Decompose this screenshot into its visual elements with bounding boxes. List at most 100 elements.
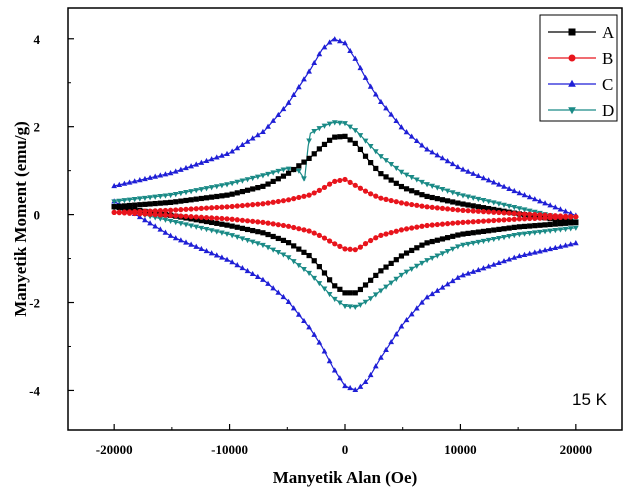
series-d-point: [490, 236, 497, 243]
series-b-point: [373, 235, 379, 241]
series-b-point: [480, 218, 487, 224]
series-d-point: [188, 223, 194, 229]
series-c-point: [193, 161, 200, 167]
series-a-point: [270, 233, 276, 240]
series-b-point: [203, 214, 210, 221]
series-a-point: [219, 193, 225, 199]
series-d-point: [208, 228, 215, 234]
series-c-point: [383, 105, 389, 111]
series-b-point: [152, 208, 158, 214]
series-a-point: [332, 283, 338, 289]
series-d-point: [172, 219, 179, 226]
series-a-point: [311, 151, 317, 157]
series-a-point: [480, 228, 487, 234]
series-b: [111, 176, 579, 253]
series-d-point: [367, 296, 374, 302]
series-b-point: [444, 221, 451, 227]
series-b-point: [568, 214, 574, 220]
series-c-point: [183, 164, 189, 171]
series-c-point: [449, 277, 456, 284]
series-c-point: [198, 159, 205, 165]
series-b-point: [321, 184, 328, 191]
series-c-point: [480, 265, 487, 271]
series-c-point: [490, 261, 497, 267]
series-b-point: [116, 210, 122, 216]
series-d-point: [162, 217, 169, 223]
series-c-point: [167, 170, 174, 176]
series-b-point: [301, 193, 307, 199]
series-a-point: [291, 166, 297, 173]
series-d-point: [326, 291, 333, 298]
series-b-point: [270, 221, 276, 227]
series-d-point: [485, 237, 492, 244]
series-d-point: [511, 205, 518, 211]
series-d-point: [157, 194, 164, 200]
series-d-point: [152, 194, 159, 200]
series-a-point: [316, 264, 322, 270]
series-b-point: [193, 214, 199, 220]
series-d-point: [316, 126, 323, 132]
series-d-point: [183, 190, 189, 196]
series-d-point: [249, 175, 256, 182]
series-d-point: [295, 263, 302, 269]
series-a-point: [357, 146, 363, 152]
series-d-point: [244, 238, 251, 244]
series-c-point: [383, 346, 389, 352]
series-a-point: [486, 228, 492, 234]
series-d-point: [198, 187, 205, 193]
series-b-point: [183, 206, 189, 212]
series-d-point: [306, 270, 312, 277]
series-c-point: [177, 166, 184, 172]
series-c-point: [511, 187, 518, 194]
series-d-point: [270, 170, 277, 176]
series-b-point: [255, 219, 261, 225]
series-b-point: [311, 230, 317, 236]
series-c-point: [280, 105, 287, 112]
series-c-point: [270, 117, 277, 123]
series-b-point: [270, 199, 276, 205]
series-a-point: [393, 180, 399, 186]
series-b-point: [542, 215, 548, 221]
series-a-point: [316, 146, 322, 152]
series-c-point: [372, 363, 379, 369]
series-c-point: [157, 172, 164, 178]
series-b-point: [414, 202, 420, 208]
series-b-point: [260, 201, 266, 207]
series-c-point: [552, 244, 559, 250]
legend-item-c: C: [548, 75, 613, 94]
series-a-point: [352, 140, 358, 146]
series-b-point: [321, 235, 328, 241]
series-b-point: [209, 215, 215, 221]
series-c-point: [470, 170, 477, 176]
series-d-point: [244, 177, 251, 183]
series-c-point: [537, 248, 543, 254]
series-d-point: [398, 272, 405, 279]
series-a: [111, 133, 579, 296]
series-c-point: [147, 174, 153, 180]
series-a-point: [475, 229, 481, 235]
series-d-point: [552, 228, 559, 234]
series-a-point: [480, 205, 487, 211]
series-a-point: [409, 247, 415, 254]
series-b-point: [301, 227, 307, 233]
series-c-point: [342, 382, 348, 389]
series-d-point: [372, 149, 379, 155]
series-d-point: [439, 251, 446, 257]
series-c-point: [280, 293, 287, 300]
series-b-point: [342, 176, 348, 183]
series-b-point: [147, 211, 153, 217]
series-a-point: [296, 246, 302, 252]
series-c-point: [254, 132, 261, 138]
series-c-point: [213, 154, 220, 160]
series-a-point: [506, 225, 512, 231]
series-d-point: [388, 161, 395, 168]
series-a-point: [275, 235, 281, 242]
series-c-point: [408, 311, 415, 317]
series-a-point: [342, 290, 348, 296]
series-d-point: [285, 255, 292, 261]
legend-item-a: A: [548, 23, 615, 42]
series-b-point: [111, 209, 117, 216]
series-c-point: [285, 298, 292, 304]
series-a-point: [347, 290, 353, 296]
series-b-point: [352, 247, 358, 253]
